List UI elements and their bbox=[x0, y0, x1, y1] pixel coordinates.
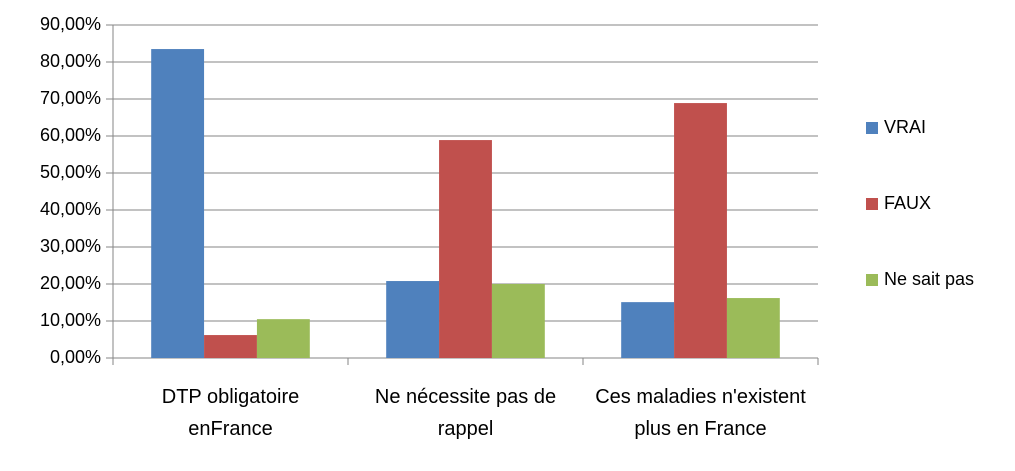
x-tick-label: DTP obligatoire enFrance bbox=[161, 386, 300, 440]
y-tick-label: 10,00% bbox=[40, 310, 101, 330]
legend-swatch bbox=[866, 198, 878, 210]
legend-label: Ne sait pas bbox=[884, 269, 974, 289]
legend-swatch bbox=[866, 122, 878, 134]
y-tick-label: 30,00% bbox=[40, 236, 101, 256]
y-tick-label: 90,00% bbox=[40, 14, 101, 34]
bar bbox=[491, 284, 545, 358]
bar bbox=[621, 302, 675, 358]
y-tick-label: 50,00% bbox=[40, 162, 101, 182]
x-tick-label: Ne nécessite pas de rappel bbox=[374, 386, 557, 440]
bar bbox=[204, 335, 257, 358]
legend-label: FAUX bbox=[884, 193, 931, 213]
y-tick-label: 0,00% bbox=[50, 347, 101, 367]
x-tick-label: Ces maladies n'existent plus en France bbox=[595, 386, 806, 440]
y-tick-label: 70,00% bbox=[40, 88, 101, 108]
bar bbox=[386, 281, 440, 358]
bar bbox=[439, 140, 492, 358]
y-tick-label: 20,00% bbox=[40, 273, 101, 293]
bar bbox=[151, 49, 205, 359]
y-tick-label: 80,00% bbox=[40, 51, 101, 71]
bar bbox=[256, 319, 310, 358]
y-tick-label: 40,00% bbox=[40, 199, 101, 219]
bar bbox=[726, 298, 780, 358]
bar bbox=[674, 103, 727, 358]
y-tick-label: 60,00% bbox=[40, 125, 101, 145]
legend-label: VRAI bbox=[884, 117, 926, 137]
legend-swatch bbox=[866, 274, 878, 286]
